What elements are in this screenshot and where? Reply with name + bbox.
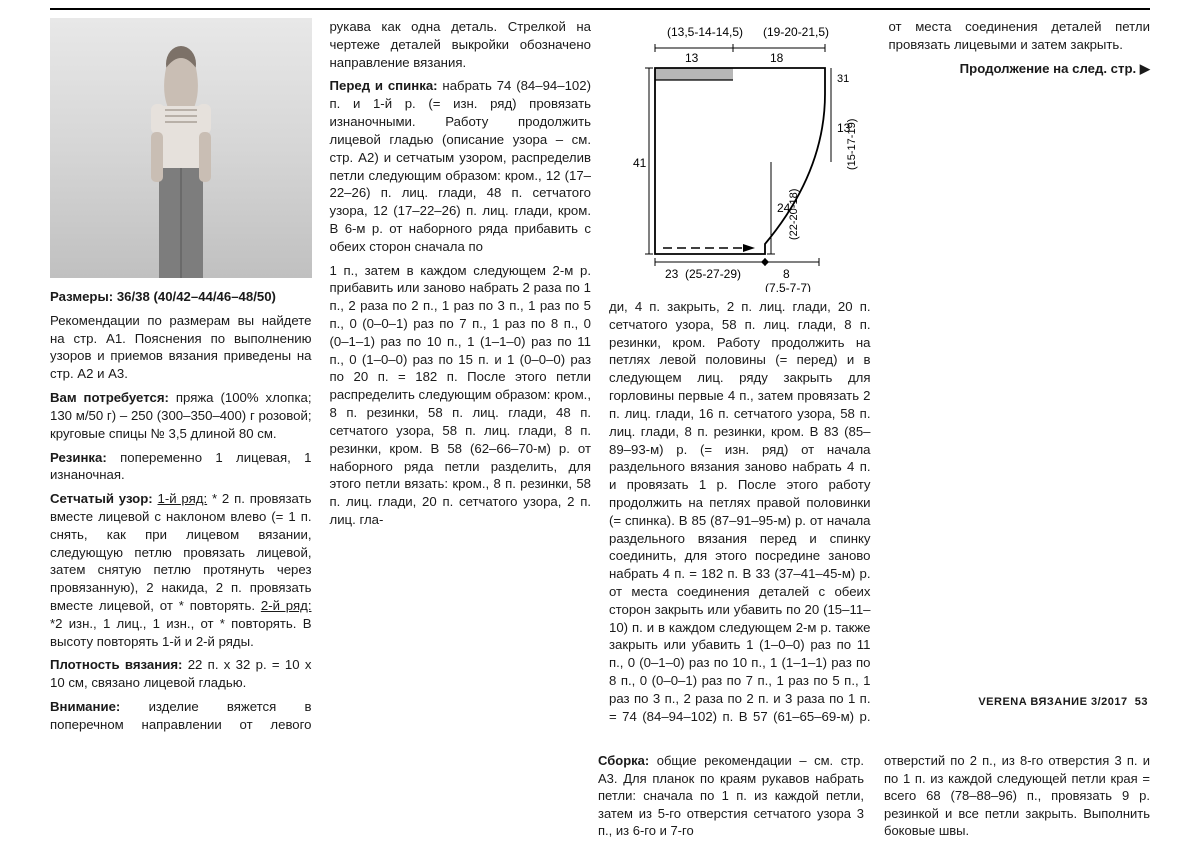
dim-b23p: (25-27-29) <box>685 267 741 281</box>
model-photo <box>50 18 312 278</box>
dim-18: 18 <box>770 51 784 65</box>
front-back: Перед и спинка: набрать 74 (84–94–102) п… <box>330 77 592 255</box>
main-columns: Размеры: 36/38 (40/42–44/46–48/50) Реком… <box>50 18 1150 738</box>
page-number: 53 <box>1135 696 1148 708</box>
note-label: Внимание: <box>50 699 120 714</box>
sizes-value: 36/38 (40/42–44/46–48/50) <box>117 289 276 304</box>
dim-r13p: (15-17-19) <box>846 119 858 170</box>
schematic-diagram: (13,5-14-14,5) (19-20-21,5) 13 18 41 <box>609 18 871 298</box>
dim-13: 13 <box>685 51 699 65</box>
dim-r24p: (22-20-18) <box>788 189 800 240</box>
dim-41: 41 <box>633 156 647 170</box>
rib: Резинка: попеременно 1 лицевая, 1 изнано… <box>50 449 312 485</box>
issue-tag: VERENA ВЯЗАНИЕ 3/2017 <box>978 696 1127 708</box>
materials-label: Вам потребуется: <box>50 390 169 405</box>
bottom-columns: Сборка: общие рекомендации – см. стр. А3… <box>598 738 1150 846</box>
materials: Вам потребуется: пряжа (100% хлопка; 130… <box>50 389 312 442</box>
front-value: набрать 74 (84–94–102) п. и 1-й р. (= из… <box>330 78 592 253</box>
sizes: Размеры: 36/38 (40/42–44/46–48/50) <box>50 288 312 306</box>
rib-label: Резинка: <box>50 450 107 465</box>
gauge-label: Плотность вязания: <box>50 657 182 672</box>
front-label: Перед и спинка: <box>330 78 438 93</box>
assembly-2: отверстий по 2 п., из 8-го отверстия 3 п… <box>884 752 1150 840</box>
mesh-label: Сетчатый узор: <box>50 491 153 506</box>
mesh-row1: * 2 п. провязать вместе лицевой с наклон… <box>50 491 312 613</box>
model-silhouette <box>121 38 241 278</box>
gauge: Плотность вязания: 22 п. x 32 р. = 10 x … <box>50 656 312 692</box>
page-footer: VERENA ВЯЗАНИЕ 3/2017 53 <box>978 695 1148 710</box>
dim-b8: 8 <box>783 267 790 281</box>
dim-b23: 23 <box>665 267 679 281</box>
dim-r3: 31 <box>837 73 849 85</box>
dim-top-right: (19-20-21,5) <box>763 25 829 39</box>
continued-marker: Продолжение на след. стр. ▶ <box>889 60 1151 78</box>
assembly: Сборка: общие рекомендации – см. стр. А3… <box>598 752 864 840</box>
sizes-label: Размеры: <box>50 289 113 304</box>
col3-text: 1 п., затем в каждом следующем 2-м р. пр… <box>330 262 592 529</box>
dim-top-left: (13,5-14-14,5) <box>667 25 743 39</box>
dim-b8p: (7,5-7-7) <box>765 281 811 292</box>
mesh-row1-label: 1-й ряд: <box>158 491 208 506</box>
top-rule <box>50 8 1150 10</box>
mesh-row2: *2 изн., 1 лиц., 1 изн., от * повторять.… <box>50 616 312 649</box>
assembly-label: Сборка: <box>598 753 649 768</box>
mesh: Сетчатый узор: 1-й ряд: * 2 п. провязать… <box>50 490 312 650</box>
sizes-note: Рекомендации по размерам вы найдете на с… <box>50 312 312 383</box>
mesh-row2-label: 2-й ряд: <box>261 598 312 613</box>
